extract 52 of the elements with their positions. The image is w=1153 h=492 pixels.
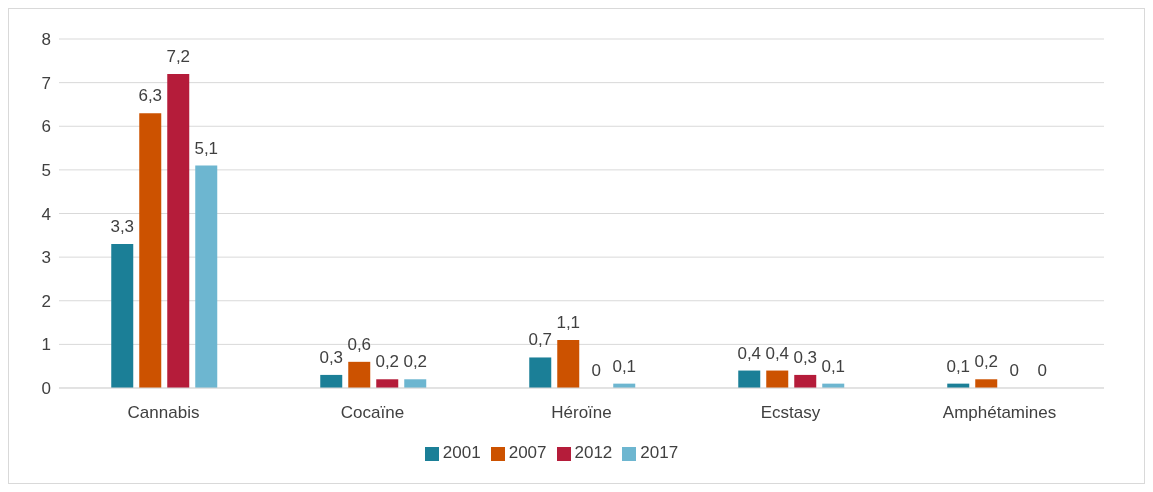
data-label: 0,7 [528,330,553,350]
data-label: 3,3 [110,217,135,237]
data-label: 0 [1037,360,1047,380]
y-tick-label: 4 [41,204,51,224]
bar [167,73,190,388]
data-label: 6,3 [138,86,163,106]
y-tick-label: 2 [41,291,51,311]
y-tick-label: 7 [41,73,51,93]
bar [404,379,427,388]
data-label: 0,3 [793,347,818,367]
data-label: 0 [1009,360,1019,380]
data-label: 0,2 [974,352,999,372]
x-tick-label: Cocaïne [340,403,405,423]
data-label: 5,1 [194,138,219,158]
legend-label: 2012 [574,443,613,462]
bar [111,244,134,388]
y-tick-label: 0 [41,379,51,399]
y-tick-label: 5 [41,160,51,180]
y-tick-label: 8 [41,30,51,50]
x-tick-label: Ecstasy [760,403,821,423]
x-tick-label: Héroïne [551,403,612,423]
legend-label: 2017 [640,443,679,462]
bar [139,113,162,388]
bar [529,357,552,388]
bar [376,379,399,388]
data-label: 0,6 [347,334,372,354]
data-label: 0,3 [319,347,344,367]
x-tick-label: Cannabis [127,403,200,423]
legend-label: 2007 [508,443,547,462]
bar [557,340,580,388]
bar [794,374,817,388]
data-label: 0,2 [403,352,428,372]
data-label: 0,1 [821,356,846,376]
bar [738,370,761,388]
data-label: 1,1 [556,313,581,333]
y-tick-label: 1 [41,335,51,355]
y-tick-label: 3 [41,248,51,268]
bar [766,370,789,388]
bar [195,165,218,388]
data-label: 0,4 [737,343,762,363]
x-tick-label: Amphétamines [942,403,1057,423]
legend-label: 2001 [442,443,481,462]
data-label: 0,1 [946,356,971,376]
data-label: 0,1 [612,356,637,376]
data-label: 0,4 [765,343,790,363]
bar [348,361,371,388]
bar [320,374,343,388]
y-tick-label: 6 [41,117,51,137]
bar [975,379,998,388]
data-label: 7,2 [166,46,191,66]
data-label: 0,2 [375,352,400,372]
data-label: 0 [591,360,601,380]
